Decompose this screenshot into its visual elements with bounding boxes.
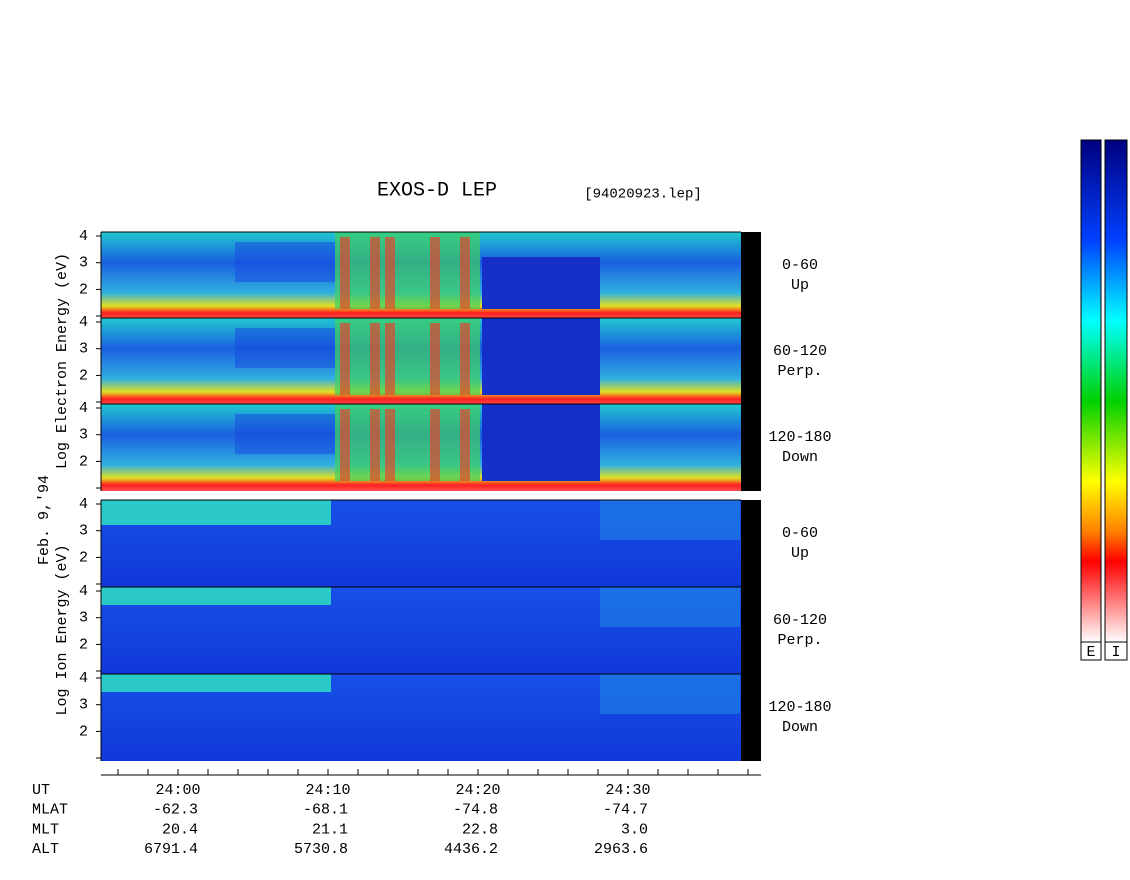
colorbar (1080, 139, 1102, 643)
colorbar-label: I (1111, 644, 1120, 661)
spectrogram-region (340, 323, 350, 395)
pitch-angle: 60-120 (773, 612, 827, 629)
pitch-angle: 0-60 (782, 525, 818, 542)
ephemeris-value: 24:10 (305, 782, 350, 799)
data-gap (741, 500, 761, 587)
ephemeris-value: -62.3 (153, 802, 198, 819)
spectrogram-region (335, 232, 480, 309)
spectrogram-region (600, 587, 740, 627)
data-gap (741, 232, 761, 319)
y-tick-label: 2 (79, 281, 88, 298)
spectrogram-region (370, 237, 380, 309)
data-gap (741, 674, 761, 761)
spectrogram-region (235, 328, 335, 368)
pitch-angle: 60-120 (773, 343, 827, 360)
spectrogram-region (385, 323, 395, 395)
data-gap (741, 404, 761, 491)
colorbar-label-box (1104, 641, 1128, 661)
ephemeris-value: 2963.6 (594, 841, 648, 858)
y-tick-label: 4 (79, 228, 88, 245)
ephemeris-value: 4436.2 (444, 841, 498, 858)
pitch-angle: 0-60 (782, 257, 818, 274)
spectrogram-region (482, 318, 600, 395)
ephemeris-value: 6791.4 (144, 841, 198, 858)
ephemeris-value: -68.1 (303, 802, 348, 819)
electron-axis-label: Log Electron Energy (eV) (54, 253, 71, 469)
spectrogram-region (370, 409, 380, 481)
ephemeris-label: ALT (32, 841, 59, 858)
spectrogram-region (370, 323, 380, 395)
ephemeris-value: -74.7 (603, 802, 648, 819)
colorbar-label: E (1086, 644, 1095, 661)
y-tick-label: 2 (79, 549, 88, 566)
ephemeris-label: MLAT (32, 802, 68, 819)
y-tick-label: 4 (79, 583, 88, 600)
ephemeris-label: MLT (32, 821, 59, 838)
y-tick-label: 2 (79, 367, 88, 384)
spectrogram-region (101, 674, 331, 692)
spectrogram-region (101, 587, 331, 605)
ephemeris-value: 5730.8 (294, 841, 348, 858)
direction: Perp. (777, 632, 822, 649)
y-tick-label: 2 (79, 723, 88, 740)
spectrogram-region (340, 237, 350, 309)
spectrogram-region (340, 409, 350, 481)
y-tick-label: 3 (79, 427, 88, 444)
direction: Up (791, 545, 809, 562)
spectrogram-region (235, 242, 335, 282)
y-tick-label: 4 (79, 314, 88, 331)
spectrogram-region (235, 414, 335, 454)
title: EXOS-D LEP (377, 179, 497, 202)
spectrogram-region (335, 404, 480, 481)
direction: Down (782, 449, 818, 466)
spectrogram-region (460, 323, 470, 395)
y-tick-label: 3 (79, 341, 88, 358)
ephemeris-label: UT (32, 782, 50, 799)
ephemeris-value: 24:20 (455, 782, 500, 799)
y-tick-label: 3 (79, 697, 88, 714)
spectrogram-region (482, 404, 600, 481)
y-tick-label: 4 (79, 670, 88, 687)
colorbar-label-box (1080, 641, 1102, 661)
spectrogram-region (460, 237, 470, 309)
pitch-angle: 120-180 (768, 429, 831, 446)
direction: Down (782, 719, 818, 736)
spectrogram-region (482, 257, 600, 309)
spectrogram-region (385, 409, 395, 481)
spectrogram-region (430, 323, 440, 395)
spectrogram-region (430, 409, 440, 481)
spectrogram-region (101, 500, 331, 525)
y-tick-label: 2 (79, 453, 88, 470)
y-tick-label: 4 (79, 400, 88, 417)
spectrogram-region (430, 237, 440, 309)
ephemeris-value: 24:00 (155, 782, 200, 799)
direction: Perp. (777, 363, 822, 380)
data-gap (741, 587, 761, 674)
y-tick-label: 4 (79, 496, 88, 513)
ephemeris-value: 21.1 (312, 821, 348, 838)
ephemeris-value: 3.0 (621, 821, 648, 838)
y-tick-label: 3 (79, 610, 88, 627)
spectrogram-region (335, 318, 480, 395)
ion-axis-label: Log Ion Energy (eV) (54, 544, 71, 715)
ephemeris-value: 20.4 (162, 821, 198, 838)
y-tick-label: 3 (79, 255, 88, 272)
ephemeris-value: -74.8 (453, 802, 498, 819)
data-gap (741, 318, 761, 405)
ephemeris-value: 24:30 (605, 782, 650, 799)
y-tick-label: 3 (79, 523, 88, 540)
spectrogram-region (385, 237, 395, 309)
ephemeris-value: 22.8 (462, 821, 498, 838)
pitch-angle: 120-180 (768, 699, 831, 716)
date: Feb. 9,'94 (36, 475, 53, 565)
spectrogram-region (600, 500, 740, 540)
direction: Up (791, 277, 809, 294)
y-tick-label: 2 (79, 636, 88, 653)
spectrogram-region (460, 409, 470, 481)
colorbar (1104, 139, 1128, 643)
spectrogram-region (600, 674, 740, 714)
file-name: [94020923.lep] (584, 187, 702, 203)
